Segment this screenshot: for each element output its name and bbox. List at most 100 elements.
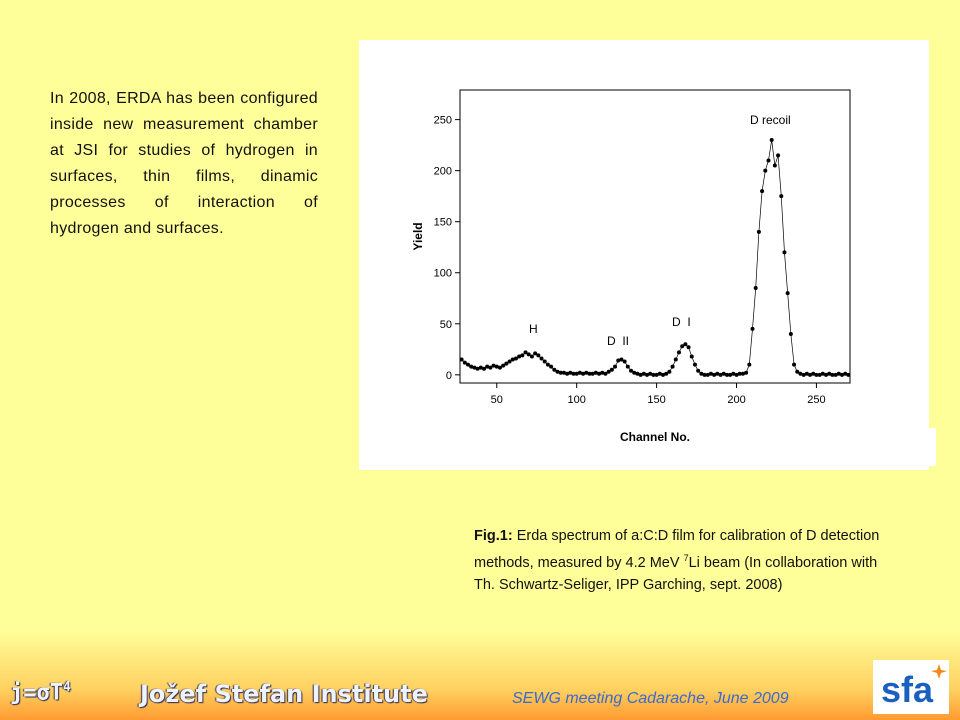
data-point: [552, 367, 557, 372]
data-point: [683, 342, 688, 347]
data-point: [577, 370, 582, 375]
data-point: [517, 354, 522, 359]
data-point: [606, 369, 611, 374]
caption-text: Erda spectrum of a:C:D film for calibrat…: [474, 528, 880, 571]
data-point: [542, 359, 547, 364]
formula: j=σT4: [10, 680, 71, 705]
data-point: [728, 372, 733, 377]
data-point: [840, 372, 845, 377]
data-point: [811, 371, 816, 376]
x-tick-label: 150: [647, 394, 665, 406]
data-point: [459, 357, 464, 362]
data-point: [478, 365, 483, 370]
data-point: [670, 364, 675, 369]
data-point: [699, 371, 704, 376]
data-point: [702, 372, 707, 377]
data-point: [820, 371, 825, 376]
data-point: [523, 350, 528, 355]
data-point: [501, 363, 506, 368]
data-point: [625, 364, 630, 369]
data-point: [795, 369, 800, 374]
x-tick-label: 200: [727, 394, 745, 406]
data-point: [808, 372, 813, 377]
data-point: [769, 138, 774, 143]
data-point: [814, 372, 819, 377]
logo-text: sfa: [881, 669, 934, 710]
caption-label: Fig.1:: [474, 528, 513, 544]
data-point: [824, 372, 829, 377]
panel-edge: [920, 428, 936, 466]
data-point: [830, 372, 835, 377]
y-axis-label: Yield: [411, 222, 425, 250]
data-point: [536, 353, 541, 358]
data-point: [660, 372, 665, 377]
data-point: [715, 371, 720, 376]
data-point: [494, 364, 499, 369]
data-point: [638, 372, 643, 377]
annotation: H: [529, 322, 538, 336]
data-point: [616, 358, 621, 363]
annotation: D I: [672, 315, 691, 329]
data-point: [568, 370, 573, 375]
caption-superscript: 7: [683, 553, 689, 563]
data-point: [600, 370, 605, 375]
data-point: [747, 362, 752, 367]
formula-superscript: 4: [62, 680, 71, 695]
data-point: [673, 357, 678, 362]
x-axis-label: Channel No.: [620, 430, 690, 444]
data-point: [651, 372, 656, 377]
series-line: [461, 139, 849, 376]
data-point: [549, 364, 554, 369]
data-point: [645, 372, 650, 377]
data-point: [801, 372, 806, 377]
data-point: [581, 371, 586, 376]
data-point: [507, 359, 512, 364]
body-text: In 2008, ERDA has been configured inside…: [50, 90, 318, 237]
data-point: [712, 372, 717, 377]
data-point: [545, 362, 550, 367]
annotation: D II: [607, 334, 629, 348]
data-point: [827, 371, 832, 376]
data-point: [593, 370, 598, 375]
data-point: [584, 370, 589, 375]
x-tick-label: 50: [491, 394, 503, 406]
data-point: [513, 356, 518, 361]
data-point: [760, 189, 765, 194]
data-point: [635, 371, 640, 376]
data-point: [510, 357, 515, 362]
data-point: [782, 250, 787, 255]
data-point: [555, 369, 560, 374]
data-point: [533, 351, 538, 356]
data-point: [763, 168, 768, 173]
data-point: [609, 367, 614, 372]
data-point: [613, 364, 618, 369]
y-tick-label: 200: [434, 166, 452, 178]
data-point: [724, 372, 729, 377]
data-point: [526, 352, 531, 357]
data-point: [731, 371, 736, 376]
data-point: [488, 365, 493, 370]
data-point: [776, 153, 781, 158]
data-point: [629, 368, 634, 373]
data-point: [750, 326, 755, 331]
y-tick-label: 150: [434, 217, 452, 229]
data-point: [597, 371, 602, 376]
data-point: [622, 359, 627, 364]
data-point: [529, 354, 534, 359]
data-point: [472, 365, 477, 370]
data-point: [654, 372, 659, 377]
data-point: [792, 362, 797, 367]
plot-frame: [459, 89, 851, 384]
data-point: [590, 371, 595, 376]
data-point: [737, 371, 742, 376]
data-point: [766, 158, 771, 163]
data-point: [497, 365, 502, 370]
data-point: [462, 360, 467, 365]
data-point: [657, 371, 662, 376]
data-point: [686, 345, 691, 350]
data-point: [485, 364, 490, 369]
data-point: [561, 370, 566, 375]
logo: sfa: [873, 660, 949, 714]
data-point: [718, 372, 723, 377]
